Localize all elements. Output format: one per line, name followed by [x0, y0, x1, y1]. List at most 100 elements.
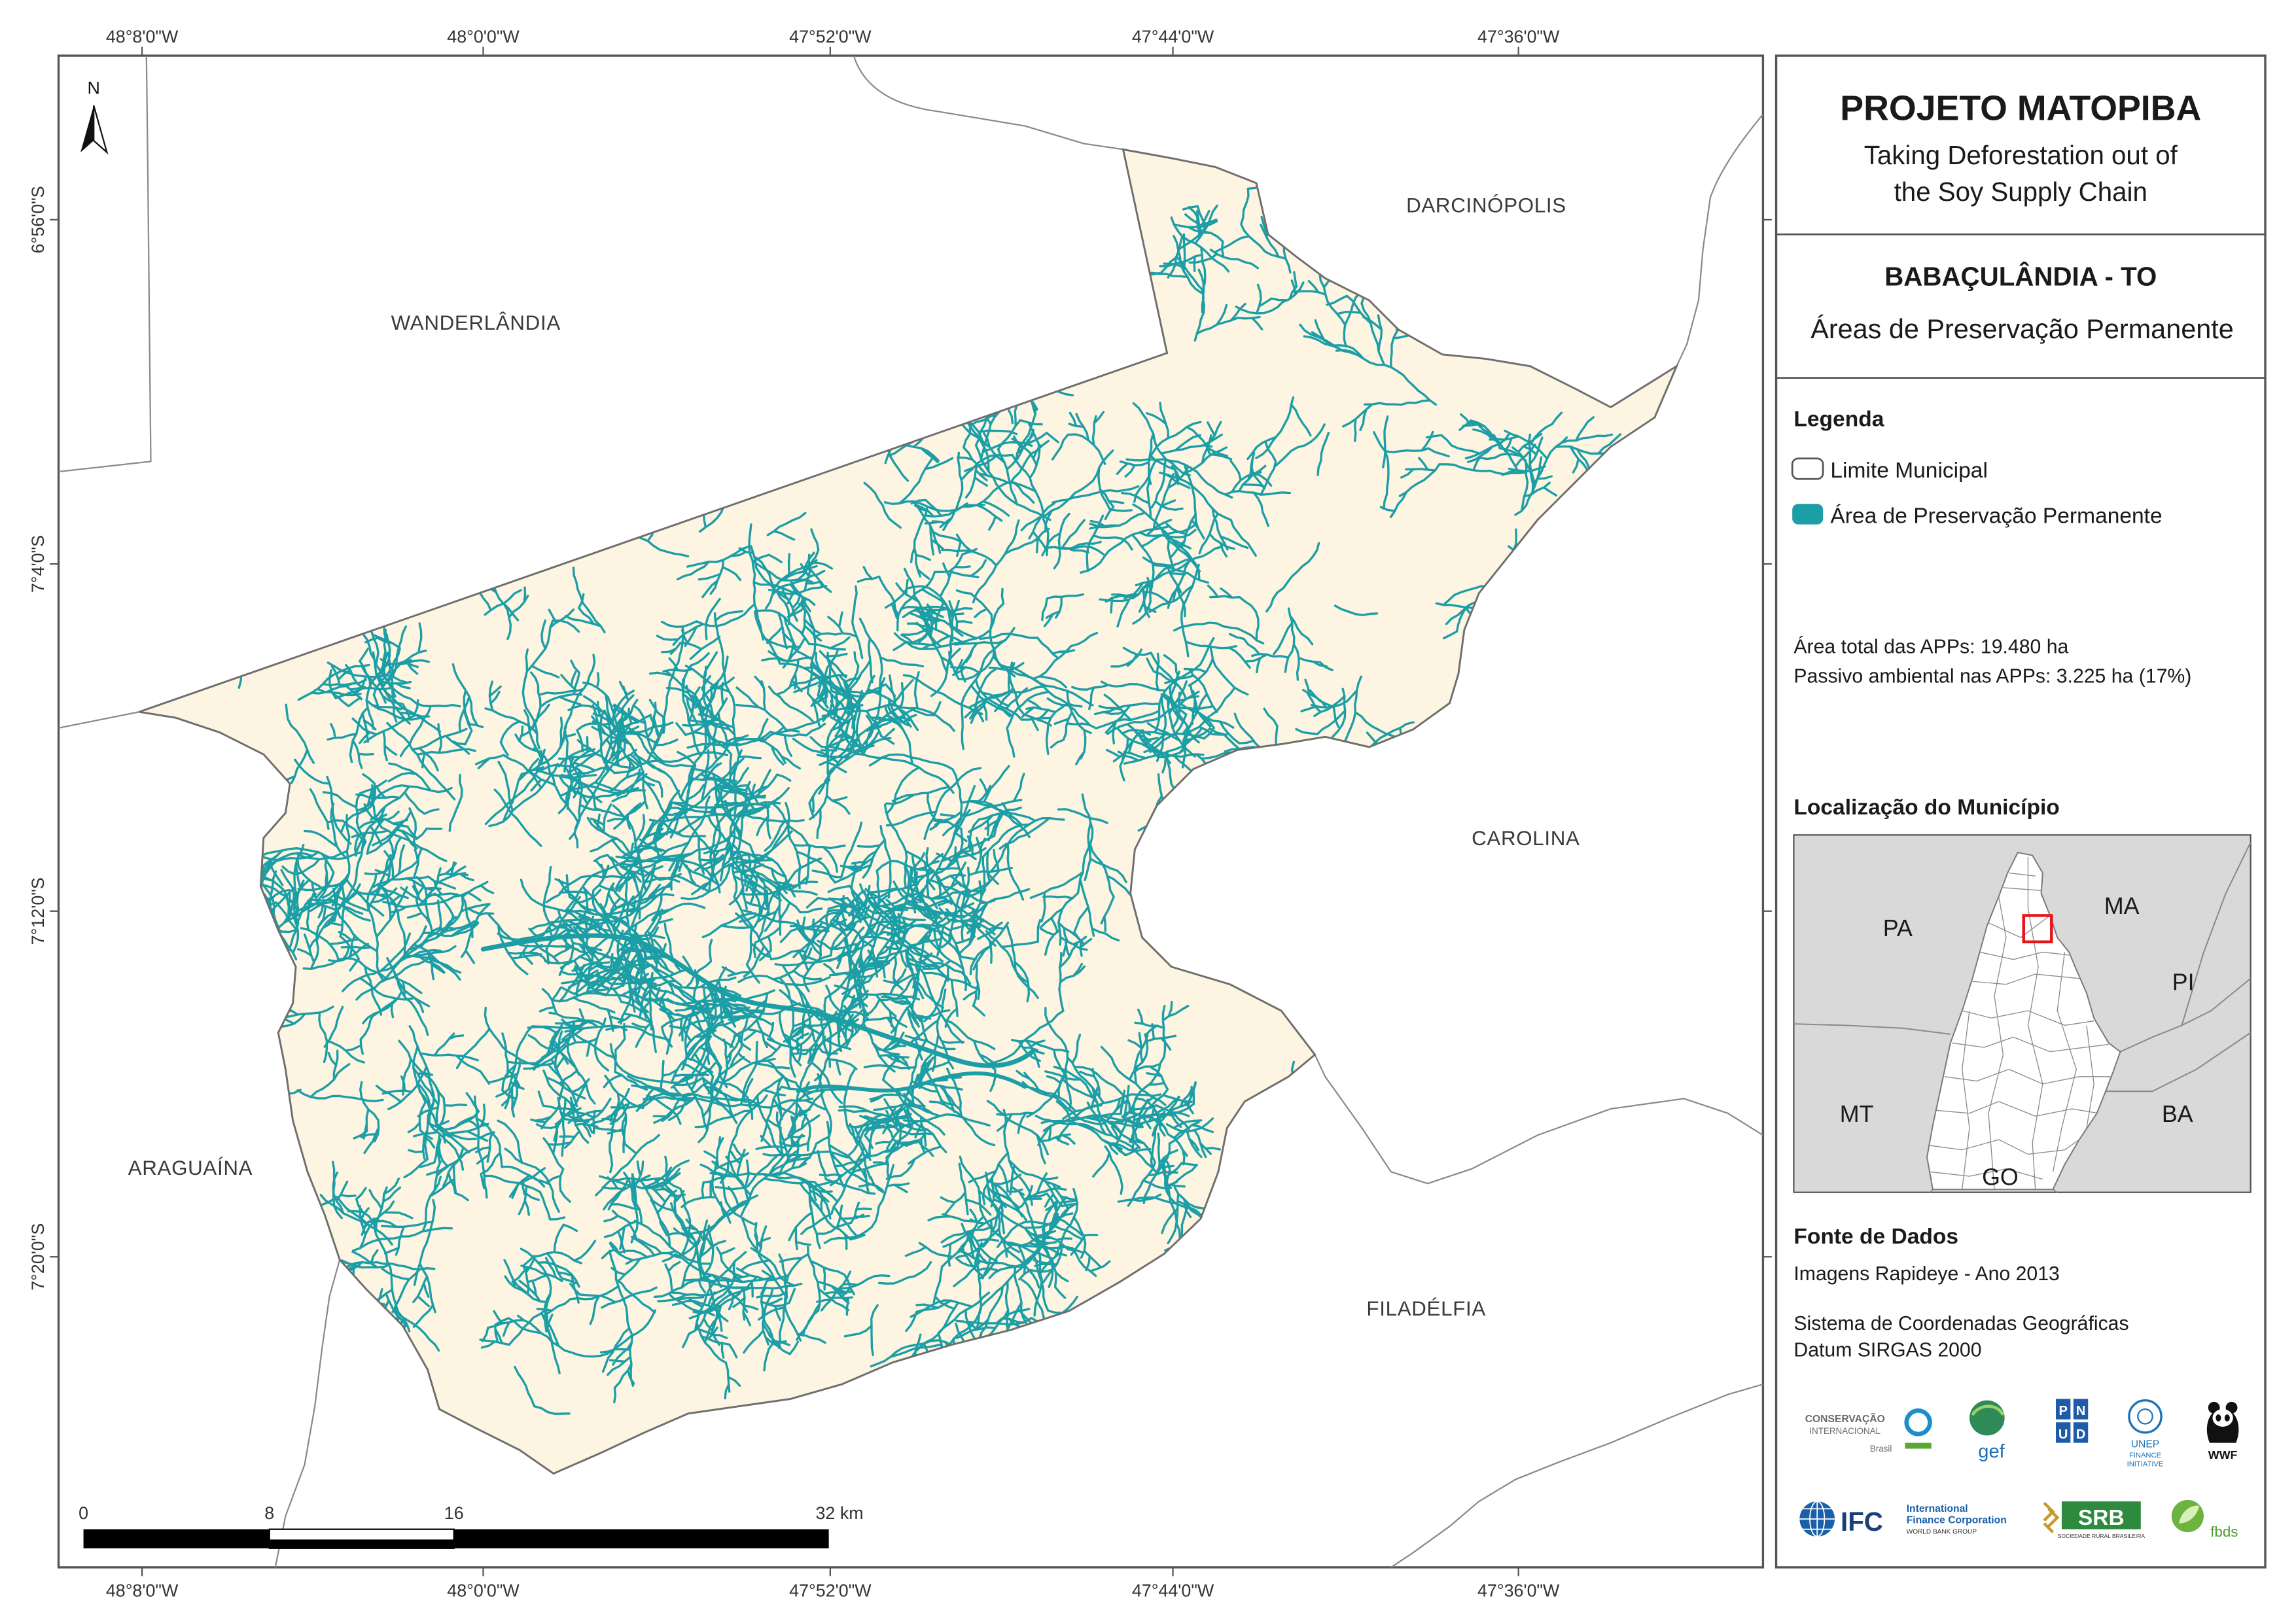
- app-stream: [910, 498, 968, 531]
- gef-logo-text: gef: [1978, 1441, 2005, 1462]
- lon-label-top: 48°0'0"W: [447, 27, 520, 46]
- state-borders: [1793, 842, 2252, 1193]
- app-stream: [714, 769, 792, 807]
- app-stream: [487, 888, 602, 975]
- lon-label-bottom: 47°44'0"W: [1132, 1581, 1214, 1601]
- stat-liability-label: Passivo ambiental nas APPs:: [1793, 665, 2051, 687]
- app-stream: [426, 1095, 566, 1221]
- app-stream: [601, 1171, 639, 1253]
- location-title: Localização do Município: [1793, 795, 2059, 820]
- app-stream: [368, 819, 443, 854]
- app-stream: [752, 882, 782, 962]
- app-stream: [975, 1242, 1010, 1331]
- legend-swatch-app: [1792, 504, 1824, 525]
- app-stream: [699, 1163, 833, 1251]
- app-stream: [857, 548, 987, 642]
- app-stream: [605, 1025, 671, 1041]
- app-stream: [296, 893, 412, 1016]
- lon-label-bottom: 48°8'0"W: [106, 1581, 179, 1601]
- app-stream: [511, 1257, 563, 1283]
- logo-gef: gef: [1969, 1400, 2005, 1462]
- boundary-line-north: [853, 56, 1123, 150]
- app-stream-network: [193, 180, 1622, 1415]
- lon-label-top: 48°8'0"W: [106, 27, 179, 46]
- lon-label-bottom: 47°52'0"W: [789, 1581, 872, 1601]
- app-stream: [1092, 1145, 1123, 1195]
- pnud-letter: D: [2076, 1427, 2086, 1442]
- lon-label-top: 47°44'0"W: [1132, 27, 1214, 46]
- stat-environmental-liability: Passivo ambiental nas APPs: 3.225 ha (17…: [1793, 665, 2191, 687]
- place-label-carolina: CAROLINA: [1472, 827, 1580, 850]
- scale-bar: 0 8 16 32 km: [79, 1503, 864, 1549]
- ci-logo-text-3: Brasil: [1870, 1444, 1892, 1454]
- ifc-logo-line-3: WORLD BANK GROUP: [1907, 1528, 1977, 1535]
- app-stream: [603, 1022, 648, 1091]
- app-stream: [940, 627, 1029, 723]
- app-stream: [537, 748, 639, 814]
- logo-srb: SRB SOCIEDADE RURAL BRASILEIRA: [2043, 1501, 2146, 1539]
- pnud-letter: P: [2058, 1404, 2067, 1418]
- ci-logo-text-2: INTERNACIONAL: [1809, 1426, 1881, 1436]
- lon-label-top: 47°36'0"W: [1477, 27, 1560, 46]
- app-stream: [760, 1068, 912, 1237]
- logo-conservacao-internacional: CONSERVAÇÃO INTERNACIONAL Brasil: [1805, 1408, 1932, 1454]
- app-stream: [296, 1049, 384, 1102]
- app-stream: [373, 629, 419, 684]
- legend-label-app: Área de Preservação Permanente: [1830, 504, 2162, 528]
- app-stream: [361, 1198, 436, 1328]
- place-label-darcinopolis: DARCINÓPOLIS: [1406, 194, 1566, 217]
- sources-title: Fonte de Dados: [1793, 1225, 1958, 1249]
- project-title: PROJETO MATOPIBA: [1840, 89, 2201, 128]
- app-stream: [670, 1062, 716, 1089]
- ifc-logo-text: IFC: [1841, 1507, 1883, 1537]
- legend-title: Legenda: [1793, 408, 1884, 432]
- app-stream: [766, 512, 807, 541]
- app-stream: [451, 663, 484, 745]
- municipality-area: [139, 149, 1677, 1474]
- app-stream: [843, 618, 925, 695]
- stat-total-app-label: Área total das APPs:: [1793, 637, 1975, 658]
- ifc-logo-line-2: Finance Corporation: [1907, 1515, 2007, 1526]
- app-stream: [1099, 545, 1224, 628]
- app-stream: [1265, 542, 1320, 613]
- app-stream: [594, 1087, 637, 1174]
- app-stream: [501, 986, 628, 1100]
- app-stream: [788, 1182, 872, 1251]
- app-stream: [467, 584, 529, 640]
- app-stream: [874, 803, 983, 935]
- stat-total-app: Área total das APPs: 19.480 ha: [1793, 637, 2068, 658]
- boundary-line-northwest: [58, 56, 152, 473]
- stat-liability-value: 3.225 ha (17%): [2057, 665, 2192, 687]
- app-stream: [1173, 584, 1265, 645]
- lat-label: 7°20'0"S: [28, 1223, 48, 1291]
- locator-highlight-box: [2022, 914, 2053, 944]
- logo-ifc: IFC International Finance Corporation WO…: [1799, 1501, 2007, 1537]
- app-stream: [609, 1034, 714, 1084]
- main-river-channel: [480, 933, 1035, 1068]
- app-stream: [1158, 471, 1257, 558]
- app-stream: [1080, 465, 1201, 574]
- app-stream: [877, 1261, 932, 1285]
- app-stream: [1006, 925, 1039, 1003]
- app-stream: [626, 1060, 738, 1125]
- map-theme: Áreas de Preservação Permanente: [1810, 314, 2234, 344]
- app-stream: [539, 654, 596, 773]
- app-stream: [1235, 271, 1305, 315]
- boundary-line-southeast: [1390, 1383, 1763, 1567]
- state-label-ba: BA: [2162, 1101, 2193, 1127]
- app-stream: [484, 608, 580, 756]
- scale-segment-2-base: [269, 1539, 454, 1548]
- lat-label: 7°12'0"S: [28, 877, 48, 945]
- app-stream: [598, 890, 643, 932]
- place-label-wanderlandia: WANDERLÂNDIA: [391, 311, 561, 334]
- neighbor-boundaries: [58, 56, 1763, 1567]
- app-stream: [355, 762, 453, 821]
- srb-logo-subtext: SOCIEDADE RURAL BRASILEIRA: [2058, 1533, 2146, 1539]
- tocantins-state: [1926, 852, 2121, 1191]
- app-stream: [1316, 431, 1330, 476]
- app-stream: [1246, 396, 1312, 461]
- place-label-araguaina: ARAGUAÍNA: [128, 1157, 253, 1179]
- app-stream: [728, 853, 796, 898]
- app-stream: [1163, 654, 1218, 713]
- app-stream: [1021, 1278, 1046, 1325]
